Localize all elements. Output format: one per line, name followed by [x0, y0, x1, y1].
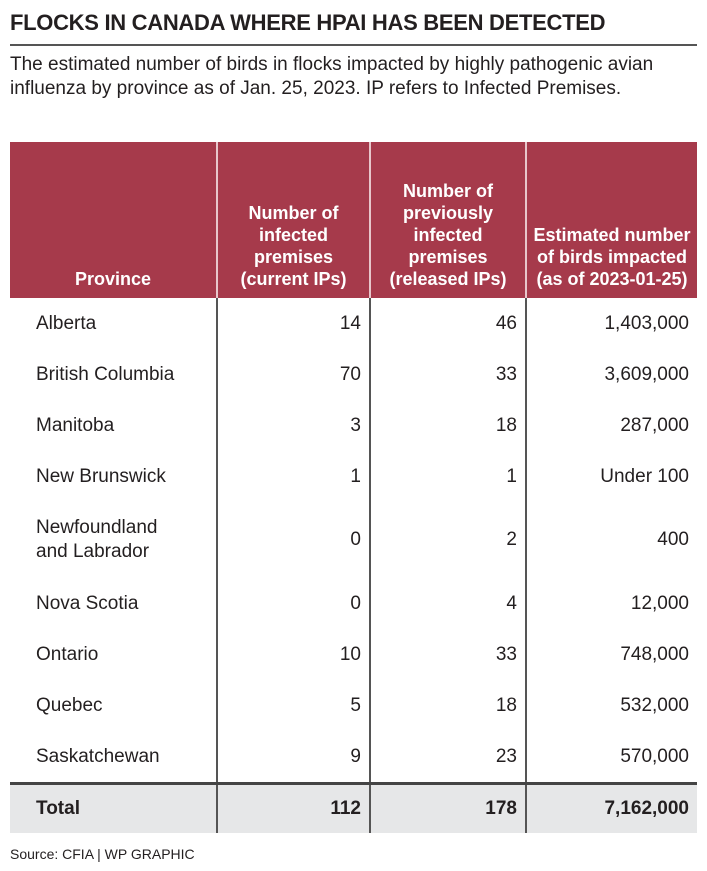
table-row: Saskatchewan 9 23 570,000 [10, 731, 697, 784]
data-table: Province Number of infected premises (cur… [10, 142, 697, 833]
table-row: New Brunswick 1 1 Under 100 [10, 451, 697, 502]
title: FLOCKS IN CANADA WHERE HPAI HAS BEEN DET… [10, 10, 606, 35]
table-cell: 748,000 [525, 629, 697, 680]
table-cell: Under 100 [525, 451, 697, 502]
table-cell: Newfoundland and Labrador [36, 517, 158, 562]
total-row: Total 112 178 7,162,000 [10, 782, 697, 833]
table-row: Manitoba 3 18 287,000 [10, 400, 697, 451]
table-row: British Columbia 70 33 3,609,000 [10, 349, 697, 400]
column-header: Number of infected premises (current IPs… [216, 142, 370, 298]
table-cell: 33 [369, 629, 526, 680]
header-row: Province Number of infected premises (cur… [10, 142, 697, 298]
table-cell: Quebec [36, 694, 103, 716]
total-cell: 112 [216, 782, 370, 833]
total-cell: Total [10, 782, 217, 833]
subtitle: The estimated number of birds in flocks … [10, 54, 654, 99]
table-cell: Ontario [36, 643, 99, 665]
column-header: Number of previously infected premises (… [369, 142, 526, 298]
table-cell: 570,000 [525, 731, 697, 784]
title-divider [10, 44, 697, 46]
table-cell: Nova Scotia [36, 592, 139, 614]
source-credit: Source: CFIA | WP GRAPHIC [10, 846, 195, 862]
table-cell: 12,000 [525, 578, 697, 629]
table-row: Alberta 14 46 1,403,000 [10, 298, 697, 349]
table-cell: 14 [216, 298, 370, 349]
table-cell: 46 [369, 298, 526, 349]
table-cell: 1 [216, 451, 370, 502]
table-cell: Saskatchewan [36, 745, 160, 767]
table-cell: 1 [369, 451, 526, 502]
table-cell: 287,000 [525, 400, 697, 451]
table-cell: 5 [216, 680, 370, 731]
table-cell: 400 [525, 502, 697, 578]
table-cell: 0 [216, 502, 370, 578]
table-cell: 23 [369, 731, 526, 784]
table-cell: 18 [369, 400, 526, 451]
table-cell: 3,609,000 [525, 349, 697, 400]
table-cell: 18 [369, 680, 526, 731]
total-cell: 7,162,000 [525, 782, 697, 833]
table-row: Quebec 5 18 532,000 [10, 680, 697, 731]
table-cell: 33 [369, 349, 526, 400]
table-cell: 3 [216, 400, 370, 451]
table-cell: 1,403,000 [525, 298, 697, 349]
column-header: Estimated number of birds impacted (as o… [525, 142, 697, 298]
table-cell: 2 [369, 502, 526, 578]
table-cell: Alberta [36, 312, 97, 334]
table-cell: 0 [216, 578, 370, 629]
table-cell: New Brunswick [36, 465, 166, 487]
table-cell: 532,000 [525, 680, 697, 731]
table-row: Ontario 10 33 748,000 [10, 629, 697, 680]
table-cell: 70 [216, 349, 370, 400]
table-cell: 10 [216, 629, 370, 680]
table-cell: 9 [216, 731, 370, 784]
table-cell: British Columbia [36, 363, 175, 385]
table-cell: Manitoba [36, 414, 115, 436]
table-cell: 4 [369, 578, 526, 629]
table-row: Nova Scotia 0 4 12,000 [10, 578, 697, 629]
column-header: Province [10, 142, 217, 298]
table-row: Newfoundland and Labrador 0 2 400 [10, 502, 697, 578]
total-cell: 178 [369, 782, 526, 833]
